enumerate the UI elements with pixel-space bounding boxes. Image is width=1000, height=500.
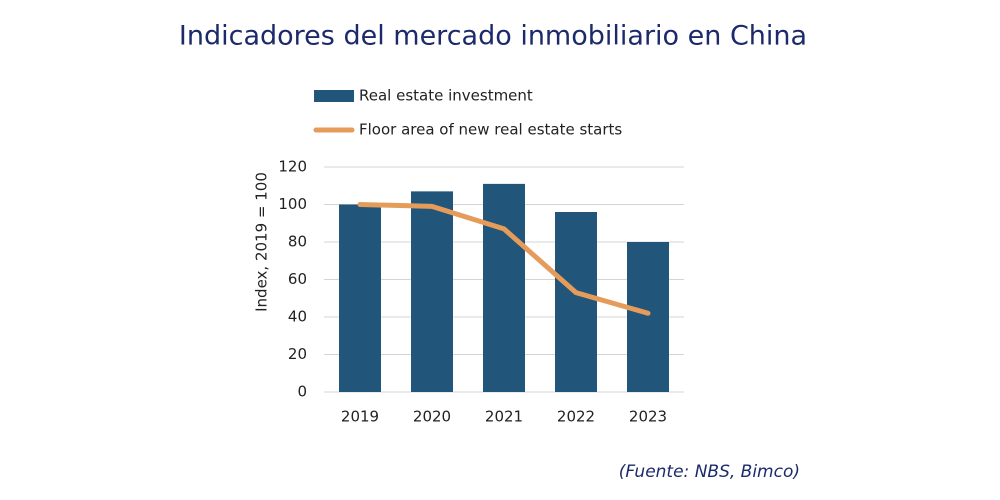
y-tick-label: 20 [288, 345, 307, 363]
chart-title: Indicadores del mercado inmobiliario en … [179, 21, 807, 52]
y-tick-label: 40 [288, 308, 307, 326]
x-tick-label: 2021 [485, 408, 523, 426]
y-axis-label: Index, 2019 = 100 [253, 172, 271, 312]
bar [555, 212, 597, 392]
legend-label: Floor area of new real estate starts [359, 121, 622, 139]
x-tick-label: 2023 [629, 408, 667, 426]
x-tick-label: 2019 [341, 408, 379, 426]
y-tick-label: 120 [278, 158, 307, 176]
bar [627, 242, 669, 392]
line [357, 202, 651, 316]
x-tick-label: 2020 [413, 408, 451, 426]
bar [483, 183, 525, 392]
legend-swatch [314, 90, 354, 102]
source-note: (Fuente: NBS, Bimco) [619, 462, 800, 482]
bar [411, 191, 453, 392]
bar [339, 204, 381, 392]
y-tick-label: 100 [278, 195, 307, 213]
x-tick-label: 2022 [557, 408, 595, 426]
legend-label: Real estate investment [359, 87, 533, 105]
y-tick-label: 80 [288, 233, 307, 251]
y-tick-label: 0 [297, 383, 307, 401]
y-tick-label: 60 [288, 270, 307, 288]
